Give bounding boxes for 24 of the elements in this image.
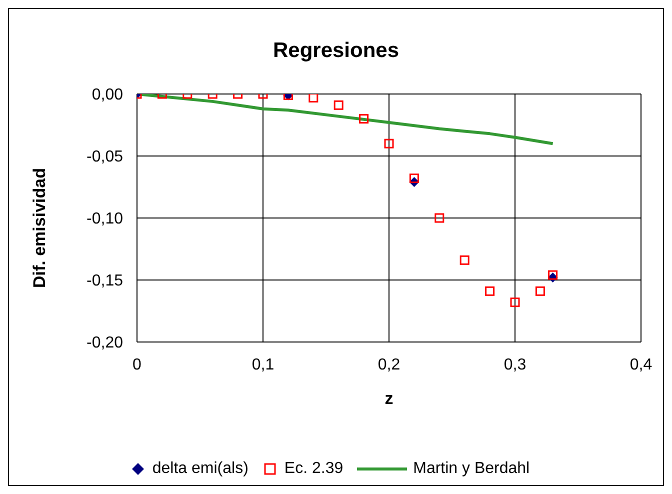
point [485,286,495,296]
x-tick-label: 0,3 [504,356,526,374]
chart-title: Regresiones [272,39,400,63]
x-tick-label: 0,4 [630,356,652,374]
point [510,298,520,308]
point [409,174,419,184]
legend-label: Martin y Berdahl [413,460,530,478]
y-axis-title: Dif. emisividad [30,168,50,288]
point [535,286,545,296]
x-axis-title: z [384,389,394,408]
x-tick-label: 0,1 [252,356,274,374]
y-tick-label: -0,10 [86,210,124,228]
legend-label: delta emi(als) [152,460,248,478]
point [434,213,444,223]
point [460,255,470,265]
legend-label: Ec. 2.39 [284,460,344,478]
y-tick-label: -0,20 [86,334,124,352]
y-tick-label: -0,15 [86,272,124,290]
y-tick-label: 0,00 [92,86,124,104]
x-tick-label: 0 [132,356,142,374]
y-tick-label: -0,05 [86,148,124,166]
point [308,94,318,102]
x-tick-label: 0,2 [378,356,400,374]
point [548,270,558,280]
